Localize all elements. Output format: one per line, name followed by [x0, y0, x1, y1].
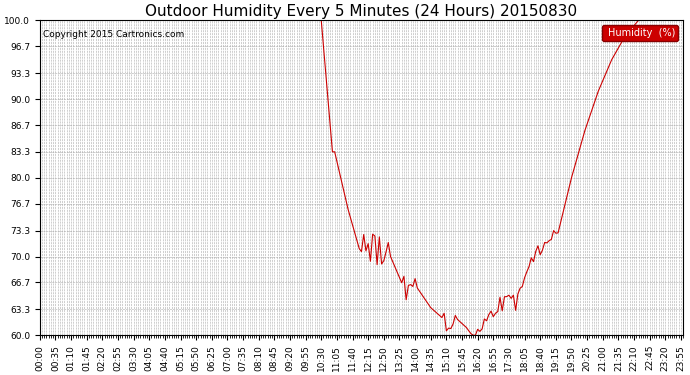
Legend: Humidity  (%): Humidity (%): [602, 25, 678, 41]
Title: Outdoor Humidity Every 5 Minutes (24 Hours) 20150830: Outdoor Humidity Every 5 Minutes (24 Hou…: [146, 4, 578, 19]
Text: Copyright 2015 Cartronics.com: Copyright 2015 Cartronics.com: [43, 30, 184, 39]
